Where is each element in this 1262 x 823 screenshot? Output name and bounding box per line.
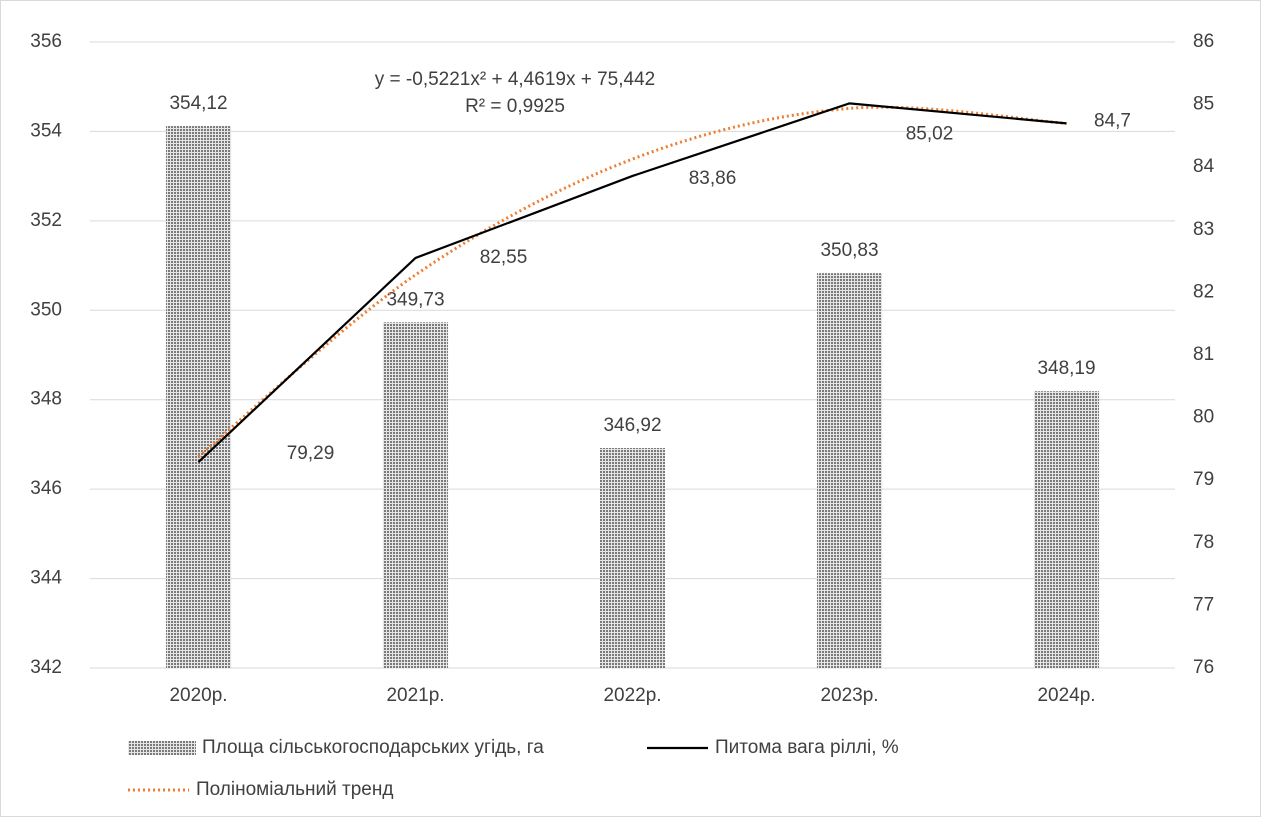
- y-tick-label: 342: [30, 657, 62, 678]
- bar-label: 354,12: [169, 93, 227, 114]
- y2-tick-label: 83: [1193, 219, 1214, 240]
- line-label: 85,02: [906, 123, 954, 144]
- x-tick-label: 2024р.: [1037, 685, 1095, 706]
- bar-label: 348,19: [1037, 358, 1095, 379]
- y-tick-label: 356: [30, 31, 62, 52]
- y2-tick-label: 81: [1193, 344, 1214, 365]
- y2-tick-label: 86: [1193, 31, 1214, 52]
- trend-equation: y = -0,5221x² + 4,4619x + 75,442: [375, 69, 655, 90]
- y-tick-label: 354: [30, 120, 62, 141]
- bar: [382, 322, 449, 668]
- bar: [165, 126, 232, 668]
- y2-tick-label: 84: [1193, 156, 1215, 177]
- y-tick-label: 344: [30, 568, 62, 589]
- legend-label: Поліноміальний тренд: [196, 779, 393, 800]
- trend-line: [197, 105, 1067, 458]
- y-tick-label: 352: [30, 210, 62, 231]
- y2-tick-label: 77: [1193, 594, 1214, 615]
- line-label: 83,86: [689, 168, 737, 189]
- y2-tick-label: 80: [1193, 407, 1214, 428]
- bar: [599, 448, 666, 668]
- x-tick-label: 2023р.: [820, 685, 878, 706]
- bar-label: 350,83: [820, 240, 878, 261]
- bar-label: 349,73: [386, 289, 444, 310]
- legend-swatch: [128, 741, 196, 755]
- y2-tick-label: 78: [1193, 532, 1214, 553]
- x-tick-label: 2021р.: [386, 685, 444, 706]
- y-tick-label: 348: [30, 389, 62, 410]
- y-tick-label: 350: [30, 299, 62, 320]
- y-tick-label: 346: [30, 478, 62, 499]
- x-tick-label: 2022р.: [603, 685, 661, 706]
- x-tick-label: 2020р.: [169, 685, 227, 706]
- trend-r2: R² = 0,9925: [465, 96, 565, 117]
- bar: [1033, 391, 1100, 668]
- y2-tick-label: 79: [1193, 469, 1214, 490]
- bar-label: 346,92: [603, 415, 661, 436]
- line-label: 79,29: [287, 443, 335, 464]
- line: [197, 102, 1067, 463]
- legend-label: Питома вага ріллі, %: [715, 737, 899, 758]
- y2-tick-label: 82: [1193, 281, 1214, 302]
- line-label: 82,55: [480, 247, 528, 268]
- y2-tick-label: 76: [1193, 657, 1214, 678]
- line-label: 84,7: [1094, 110, 1131, 131]
- legend-label: Площа сільськогосподарських угідь, га: [202, 737, 544, 758]
- y2-tick-label: 85: [1193, 94, 1214, 115]
- bar: [816, 273, 883, 668]
